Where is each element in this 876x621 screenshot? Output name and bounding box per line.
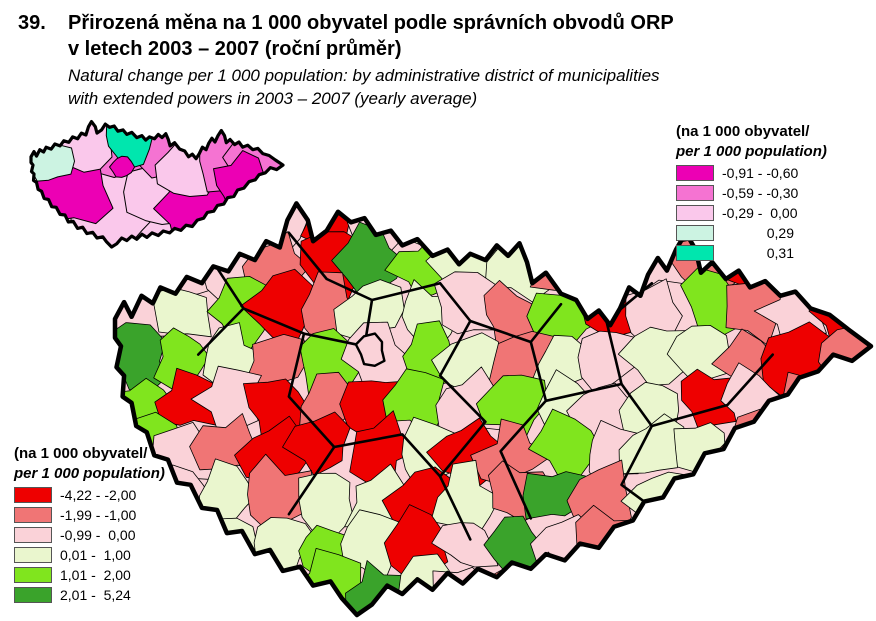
- orp-district-cell: [529, 203, 591, 242]
- orp-district-cell: [666, 324, 730, 382]
- legend-color-swatch: [14, 506, 52, 523]
- region-boundary: [332, 433, 442, 478]
- orp-district-cell: [430, 566, 497, 615]
- orp-district-cell: [154, 367, 223, 427]
- legend-label: -1,99 - -1,00: [60, 506, 137, 523]
- legend-orp-rows: -4,22 - -2,00 -1,99 - -1,00 -0,99 - 0,00 0,…: [14, 486, 189, 603]
- orp-district-cell: [478, 203, 543, 249]
- region-boundary: [499, 340, 548, 520]
- legend-label: 2,01 - 5,24: [60, 586, 131, 603]
- orp-district-cell: [772, 512, 823, 580]
- inset-country-outline: [29, 120, 285, 249]
- orp-district-cell: [209, 566, 265, 615]
- legend-color-swatch: [14, 486, 52, 503]
- orp-district-cell: [769, 465, 825, 537]
- legend-orp-title-cz: (na 1 000 obyvatel/: [14, 445, 148, 462]
- legend-item: -4,22 - -2,00: [14, 486, 189, 503]
- orp-district-cell: [198, 458, 257, 522]
- title-english-line1: Natural change per 1 000 population: by …: [68, 66, 660, 85]
- legend-color-swatch: [14, 586, 52, 603]
- figure-number: 39.: [18, 12, 46, 34]
- orp-district-cell: [433, 271, 505, 335]
- legend-item: -0,99 - 0,00: [14, 526, 189, 543]
- legend-regions-title-cz: (na 1 000 obyvatel/: [676, 123, 810, 140]
- legend-regions-rows: -0,91 - -0,60 -0,59 - -0,30 -0,29 - 0,00 0,…: [676, 164, 876, 261]
- orp-district-cell: [714, 557, 785, 615]
- orp-district-cell: [577, 555, 654, 615]
- legend-label: -0,91 - -0,60: [722, 164, 799, 181]
- orp-district-cell: [431, 203, 503, 241]
- legend-label: 0,31: [766, 244, 794, 261]
- region-boundary: [242, 307, 336, 516]
- orp-district-cell: [151, 287, 212, 338]
- legend-color-swatch: [676, 164, 714, 181]
- legend-regions: (na 1 000 obyvatel/ per 1 000 population…: [676, 122, 876, 265]
- legend-color-swatch: [676, 204, 714, 221]
- legend-item: -0,59 - -0,30: [676, 184, 876, 201]
- orp-district-cell: [810, 468, 871, 529]
- legend-label: 0,29: [766, 224, 794, 241]
- legend-label: -0,29 - 0,00: [722, 204, 798, 221]
- orp-district-cell: [725, 460, 787, 528]
- orp-district-cell: [815, 515, 871, 591]
- legend-orp: (na 1 000 obyvatel/ per 1 000 population…: [14, 444, 189, 607]
- country-outline: [112, 201, 874, 618]
- legend-label: 1,01 - 2,00: [60, 566, 131, 583]
- title-czech-line2: v letech 2003 – 2007 (roční průměr): [68, 38, 402, 60]
- legend-label: 0,01 - 1,00: [60, 546, 131, 563]
- inset-region-praha: [109, 155, 136, 178]
- orp-district-cell: [763, 560, 832, 615]
- legend-color-swatch: [676, 224, 714, 241]
- orp-district-cell: [282, 411, 351, 477]
- legend-color-swatch: [676, 184, 714, 201]
- legend-orp-title-en: per 1 000 population): [14, 465, 165, 482]
- orp-district-cell: [815, 381, 871, 448]
- orp-district-cell: [529, 232, 587, 292]
- legend-item: -0,29 - 0,00: [676, 204, 876, 221]
- region-inset-map: [29, 120, 285, 249]
- legend-item: 2,01 - 5,24: [14, 586, 189, 603]
- title-english-line2: with extended powers in 2003 – 2007 (yea…: [68, 89, 478, 108]
- legend-color-swatch: [14, 526, 52, 543]
- legend-regions-title-en: per 1 000 population): [676, 143, 827, 160]
- legend-item: 0,31: [676, 244, 876, 261]
- legend-item: -1,99 - -1,00: [14, 506, 189, 523]
- legend-item: 0,01 - 1,00: [14, 546, 189, 563]
- orp-district-cell: [431, 522, 499, 568]
- legend-label: -4,22 - -2,00: [60, 486, 137, 503]
- orp-district-cell: [626, 561, 683, 615]
- orp-district-cell: [816, 565, 871, 615]
- orp-district-cell: [766, 411, 831, 487]
- orp-district-cell: [673, 514, 736, 579]
- orp-district-cell: [811, 411, 871, 475]
- orp-district-cell: [631, 516, 691, 587]
- orp-district-cell: [723, 513, 792, 574]
- prague-district: [354, 332, 386, 367]
- legend-label: -0,99 - 0,00: [60, 526, 136, 543]
- legend-label: -0,59 - -0,30: [722, 184, 799, 201]
- orp-district-cell: [475, 374, 548, 442]
- legend-color-swatch: [676, 244, 714, 261]
- legend-color-swatch: [14, 566, 52, 583]
- legend-item: 1,01 - 2,00: [14, 566, 189, 583]
- legend-color-swatch: [14, 546, 52, 563]
- orp-district-cell: [247, 453, 313, 531]
- orp-district-cell: [390, 203, 461, 250]
- title-czech-line1: Přirozená měna na 1 000 obyvatel podle s…: [68, 12, 674, 34]
- region-boundary: [650, 353, 775, 428]
- legend-item: 0,29: [676, 224, 876, 241]
- legend-item: -0,91 - -0,60: [676, 164, 876, 181]
- orp-district-cell: [661, 556, 730, 615]
- orp-district-cell: [585, 203, 648, 263]
